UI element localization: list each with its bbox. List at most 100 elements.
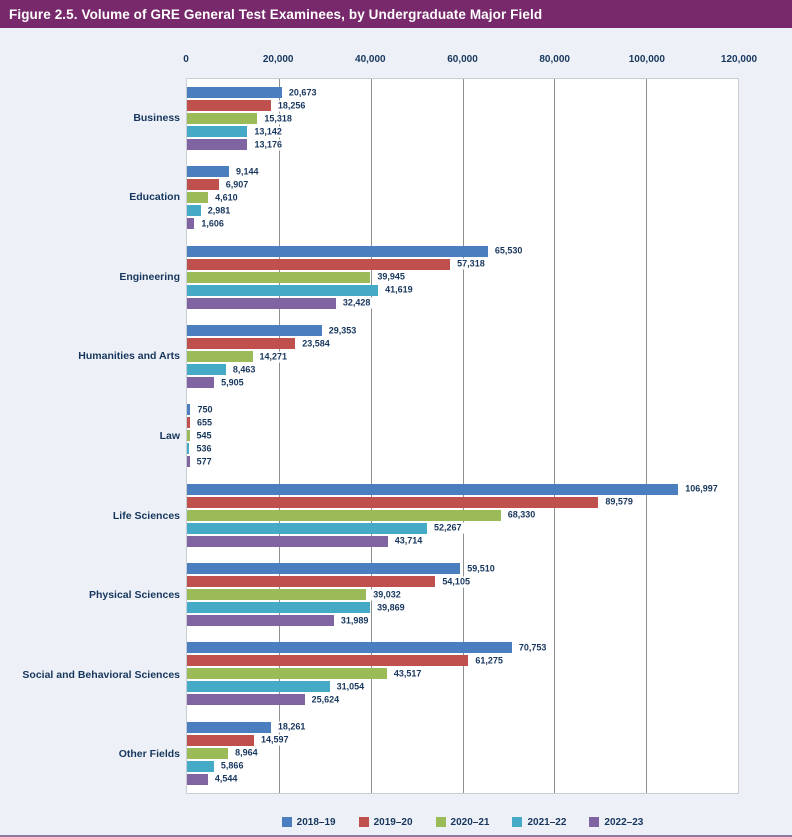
- bar-value-label: 18,261: [275, 721, 308, 733]
- bar-value-label: 89,579: [603, 496, 635, 508]
- bar-row: 61,275: [187, 655, 738, 667]
- bar-value-label: 41,619: [383, 284, 415, 296]
- bar-row: 18,261: [187, 721, 738, 733]
- bar-row: 41,619: [187, 284, 738, 296]
- legend-swatch: [589, 817, 600, 827]
- bar: 18,256: [187, 100, 308, 112]
- bar-value-label: 39,032: [371, 589, 403, 601]
- bar: 14,597: [187, 734, 291, 746]
- bar-row: 89,579: [187, 496, 738, 508]
- bar-row: 57,318: [187, 258, 738, 270]
- bar-value-label: 106,997: [683, 483, 720, 495]
- bar-value-label: 20,673: [286, 87, 319, 99]
- x-tick-label: 40,000: [355, 54, 386, 65]
- bar: 9,144: [187, 166, 261, 178]
- bar-row: 655: [187, 417, 738, 429]
- category-label: Engineering: [119, 270, 180, 283]
- legend-item: 2018–19: [281, 816, 336, 828]
- bar: 29,353: [187, 325, 359, 337]
- legend-swatch: [435, 817, 446, 827]
- bar-row: 577: [187, 456, 738, 468]
- bar-value-label: 54,105: [440, 576, 472, 588]
- bar-value-label: 15,318: [262, 113, 294, 125]
- bar-row: 52,267: [187, 522, 738, 534]
- bar-row: 13,142: [187, 126, 738, 138]
- bar: 4,610: [187, 192, 240, 204]
- bar-value-label: 52,267: [431, 522, 464, 534]
- bar-value-label: 65,530: [492, 245, 525, 257]
- bar-value-label: 536: [194, 443, 214, 455]
- bar-row: 32,428: [187, 297, 738, 309]
- bar-row: 31,989: [187, 615, 738, 627]
- category-group: 106,997 89,579 68,330 52,267 43,714: [187, 476, 738, 555]
- bar-value-label: 13,142: [252, 126, 284, 138]
- bar: 13,142: [187, 126, 284, 138]
- legend-label: 2018–19: [296, 816, 336, 828]
- bar-row: 9,144: [187, 166, 738, 178]
- bar-row: 5,866: [187, 760, 738, 772]
- bar-row: 2,981: [187, 205, 738, 217]
- bar: 4,544: [187, 773, 240, 785]
- bar: 31,989: [187, 615, 371, 627]
- bar-value-label: 59,510: [465, 563, 497, 575]
- legend-swatch: [358, 817, 369, 827]
- figure-title: Figure 2.5. Volume of GRE General Test E…: [9, 6, 543, 22]
- bar: 41,619: [187, 284, 415, 296]
- gridline: [554, 79, 556, 793]
- bar-row: 31,054: [187, 681, 738, 693]
- bar-row: 39,869: [187, 602, 738, 614]
- y-axis-category-labels: Business Education Engineering Humanities a…: [0, 78, 180, 794]
- legend-item: 2020–21: [435, 817, 489, 828]
- bar: 59,510: [187, 563, 497, 575]
- bar-value-label: 4,544: [212, 773, 240, 785]
- legend-label: 2021–22: [527, 816, 567, 828]
- bar-value-label: 18,256: [275, 100, 308, 112]
- category-group: 70,753 61,275 43,517 31,054 25,624: [187, 634, 738, 713]
- category-label: Humanities and Arts: [78, 350, 180, 363]
- figure-title-bar: Figure 2.5. Volume of GRE General Test E…: [0, 0, 792, 28]
- bar: 106,997: [187, 483, 720, 495]
- bar: 39,945: [187, 271, 407, 283]
- bar-value-label: 4,610: [213, 192, 240, 204]
- bar-row: 8,964: [187, 747, 738, 759]
- bar: 57,318: [187, 258, 487, 270]
- category-group: 59,510 54,105 39,032 39,869 31,989: [187, 555, 738, 634]
- x-tick-label: 100,000: [628, 54, 665, 65]
- bar-row: 70,753: [187, 642, 738, 654]
- bar: 61,275: [187, 655, 505, 667]
- gridline: [646, 79, 648, 793]
- bar: 2,981: [187, 205, 233, 217]
- gridline: [370, 79, 372, 793]
- bar-row: 14,271: [187, 351, 738, 363]
- x-tick-label: 20,000: [262, 54, 294, 65]
- bar-row: 43,517: [187, 668, 738, 680]
- bar: 43,517: [187, 668, 424, 680]
- bar-value-label: 31,054: [334, 681, 367, 693]
- bar-value-label: 70,753: [516, 642, 549, 654]
- category-label: Life Sciences: [112, 509, 180, 522]
- gridline: [462, 79, 464, 793]
- bar: 20,673: [187, 87, 319, 99]
- legend-item: 2022–23: [589, 817, 643, 828]
- bar: 25,624: [187, 694, 342, 706]
- x-tick-label: 60,000: [447, 54, 478, 65]
- bar-row: 20,673: [187, 87, 738, 99]
- bar-value-label: 9,144: [233, 166, 261, 178]
- bar: 54,105: [187, 576, 472, 588]
- bar: 52,267: [187, 522, 464, 534]
- bar-row: 4,610: [187, 192, 738, 204]
- legend-item: 2019–20: [358, 816, 413, 828]
- category-label: Law: [159, 430, 180, 442]
- plot-area: 20,673 18,256 15,318 13,142 13,176 9,144 6,907…: [186, 78, 739, 794]
- bar-value-label: 2,981: [205, 205, 233, 217]
- legend-label: 2022–23: [604, 816, 644, 828]
- bar-row: 13,176: [187, 139, 738, 151]
- bar-value-label: 39,945: [375, 271, 407, 283]
- legend-swatch: [281, 817, 292, 827]
- legend: 2018–19 2019–20 2020–21 2021–22 2022–23: [186, 814, 739, 830]
- legend-label: 2019–20: [373, 816, 413, 828]
- bar-value-label: 13,176: [252, 139, 285, 151]
- category-label: Other Fields: [118, 748, 180, 761]
- bar: 18,261: [187, 721, 308, 733]
- category-label: Physical Sciences: [88, 589, 180, 602]
